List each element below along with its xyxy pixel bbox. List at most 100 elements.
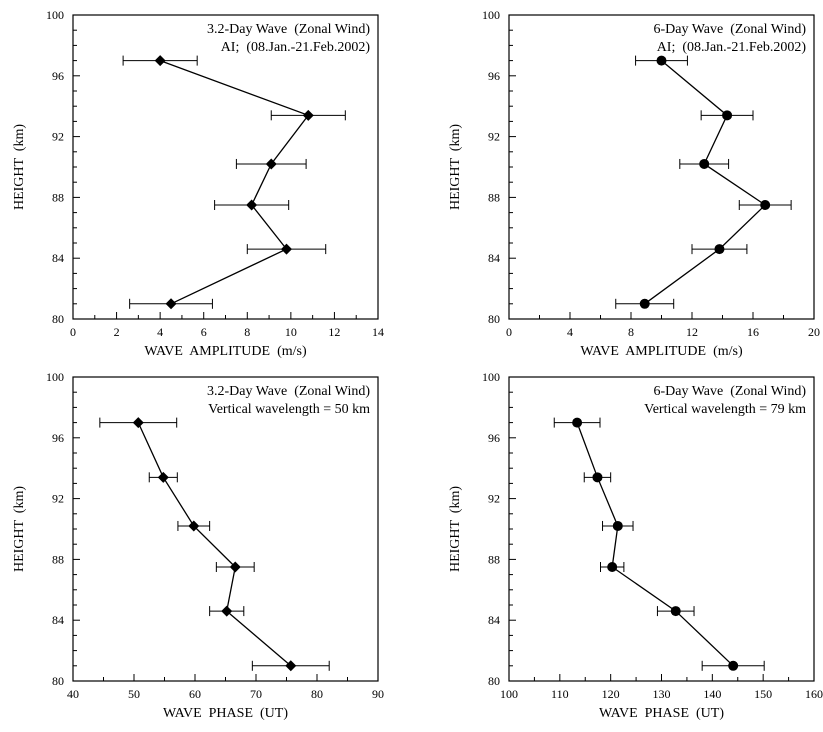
x-axis-label: WAVE PHASE (UT) — [599, 706, 724, 721]
x-tick-label: 8 — [244, 325, 250, 339]
y-tick-label: 100 — [482, 8, 500, 22]
panel-subtitle: AI; (08.Jan.-21.Feb.2002) — [221, 40, 371, 55]
data-point-circle — [670, 606, 681, 617]
x-tick-label: 130 — [653, 687, 671, 701]
data-point-diamond — [165, 298, 177, 310]
panel-phase-6-day: 100 110 120 130 140 150 160 80 84 88 92 96 100 WAVE P… — [448, 370, 823, 721]
series-line — [644, 60, 767, 305]
x-tick-label: 2 — [114, 325, 120, 339]
data-point-circle — [722, 110, 733, 121]
data-point-circle — [639, 298, 650, 309]
series-line — [159, 59, 310, 305]
panel-title: 6-Day Wave (Zonal Wind) — [653, 22, 806, 37]
x-tick-label: 120 — [602, 687, 620, 701]
y-tick-label: 80 — [52, 312, 64, 326]
series-line — [576, 422, 734, 667]
x-tick-label: 70 — [250, 687, 262, 701]
x-tick-label: 4 — [567, 325, 573, 339]
x-tick-label: 60 — [189, 687, 201, 701]
y-tick-label: 100 — [46, 370, 64, 384]
panel-subtitle: AI; (08.Jan.-21.Feb.2002) — [657, 40, 807, 55]
x-tick-label: 80 — [311, 687, 323, 701]
data-point-circle — [612, 520, 623, 531]
y-tick-label: 96 — [52, 431, 64, 445]
y-tick-label: 84 — [488, 613, 500, 627]
x-tick-label: 6 — [201, 325, 207, 339]
y-tick-label: 84 — [52, 251, 64, 265]
y-tick-label: 84 — [52, 613, 64, 627]
x-tick-label: 0 — [70, 325, 76, 339]
data-point-circle — [728, 660, 739, 671]
plot-frame — [72, 14, 379, 320]
x-tick-label: 90 — [372, 687, 384, 701]
y-tick-label: 96 — [488, 431, 500, 445]
panel-title: 6-Day Wave (Zonal Wind) — [653, 384, 806, 399]
data-point-circle — [760, 200, 771, 210]
y-tick-label: 88 — [52, 190, 64, 204]
data-point-circle — [699, 158, 710, 169]
panel-phase-3-2-day: 40 50 60 70 80 90 80 84 88 92 96 100 WAVE PHASE (UT)… — [12, 370, 384, 721]
y-tick-label: 100 — [46, 8, 64, 22]
data-point-diamond — [285, 660, 297, 672]
panel-subtitle: Vertical wavelength = 79 km — [644, 402, 806, 417]
x-tick-label: 100 — [500, 687, 518, 701]
x-tick-label: 4 — [157, 325, 163, 339]
x-tick-label: 40 — [67, 687, 79, 701]
y-axis-label: HEIGHT (km) — [12, 486, 27, 572]
data-point-diamond — [132, 417, 144, 429]
data-point-circle — [572, 417, 583, 428]
y-tick-label: 84 — [488, 251, 500, 265]
x-tick-label: 160 — [805, 687, 823, 701]
data-point-diamond — [154, 55, 166, 67]
x-tick-label: 14 — [372, 325, 384, 339]
y-tick-label: 96 — [488, 69, 500, 83]
x-tick-label: 20 — [808, 325, 820, 339]
x-tick-label: 10 — [285, 325, 297, 339]
x-tick-label: 0 — [506, 325, 512, 339]
y-tick-label: 100 — [482, 370, 500, 384]
series-line — [137, 422, 292, 667]
panel-title: 3.2-Day Wave (Zonal Wind) — [207, 22, 370, 37]
panel-title: 3.2-Day Wave (Zonal Wind) — [207, 384, 370, 399]
y-tick-label: 92 — [52, 130, 64, 144]
y-axis-label: HEIGHT (km) — [448, 486, 463, 572]
x-tick-label: 12 — [328, 325, 340, 339]
y-tick-label: 92 — [488, 130, 500, 144]
data-point-diamond — [246, 199, 258, 211]
data-point-circle — [607, 562, 618, 572]
data-point-circle — [592, 472, 603, 483]
data-point-circle — [714, 244, 725, 255]
y-tick-label: 88 — [488, 190, 500, 204]
y-axis-label: HEIGHT (km) — [448, 124, 463, 210]
x-tick-label: 16 — [747, 325, 759, 339]
data-point-diamond — [302, 109, 314, 121]
data-point-diamond — [157, 471, 169, 483]
data-point-diamond — [265, 158, 277, 170]
y-tick-label: 80 — [488, 674, 500, 688]
x-axis-label: WAVE AMPLITUDE (m/s) — [580, 344, 743, 359]
panel-amplitude-3-2-day: 0 2 4 6 8 10 12 14 80 84 88 92 96 100 WAVE AMPLITUDE (… — [12, 8, 384, 359]
y-tick-label: 80 — [488, 312, 500, 326]
x-tick-label: 150 — [754, 687, 772, 701]
data-point-diamond — [188, 520, 200, 532]
data-point-diamond — [221, 605, 233, 617]
y-tick-label: 88 — [488, 552, 500, 566]
panel-amplitude-6-day: 0 4 8 12 16 20 80 84 88 92 96 100 WAVE AMPLITUDE (m/… — [448, 8, 820, 359]
y-tick-label: 92 — [488, 492, 500, 506]
x-tick-label: 110 — [551, 687, 569, 701]
x-tick-label: 140 — [703, 687, 721, 701]
data-point-circle — [656, 55, 667, 66]
data-point-diamond — [281, 243, 292, 255]
x-tick-label: 50 — [128, 687, 140, 701]
x-tick-label: 12 — [686, 325, 698, 339]
x-axis-label: WAVE PHASE (UT) — [163, 706, 288, 721]
y-tick-label: 92 — [52, 492, 64, 506]
y-tick-label: 96 — [52, 69, 64, 83]
y-tick-label: 88 — [52, 552, 64, 566]
y-axis-label: HEIGHT (km) — [12, 124, 27, 210]
data-point-diamond — [229, 561, 241, 573]
panel-subtitle: Vertical wavelength = 50 km — [208, 402, 370, 417]
x-axis-label: WAVE AMPLITUDE (m/s) — [144, 344, 307, 359]
y-tick-label: 80 — [52, 674, 64, 688]
